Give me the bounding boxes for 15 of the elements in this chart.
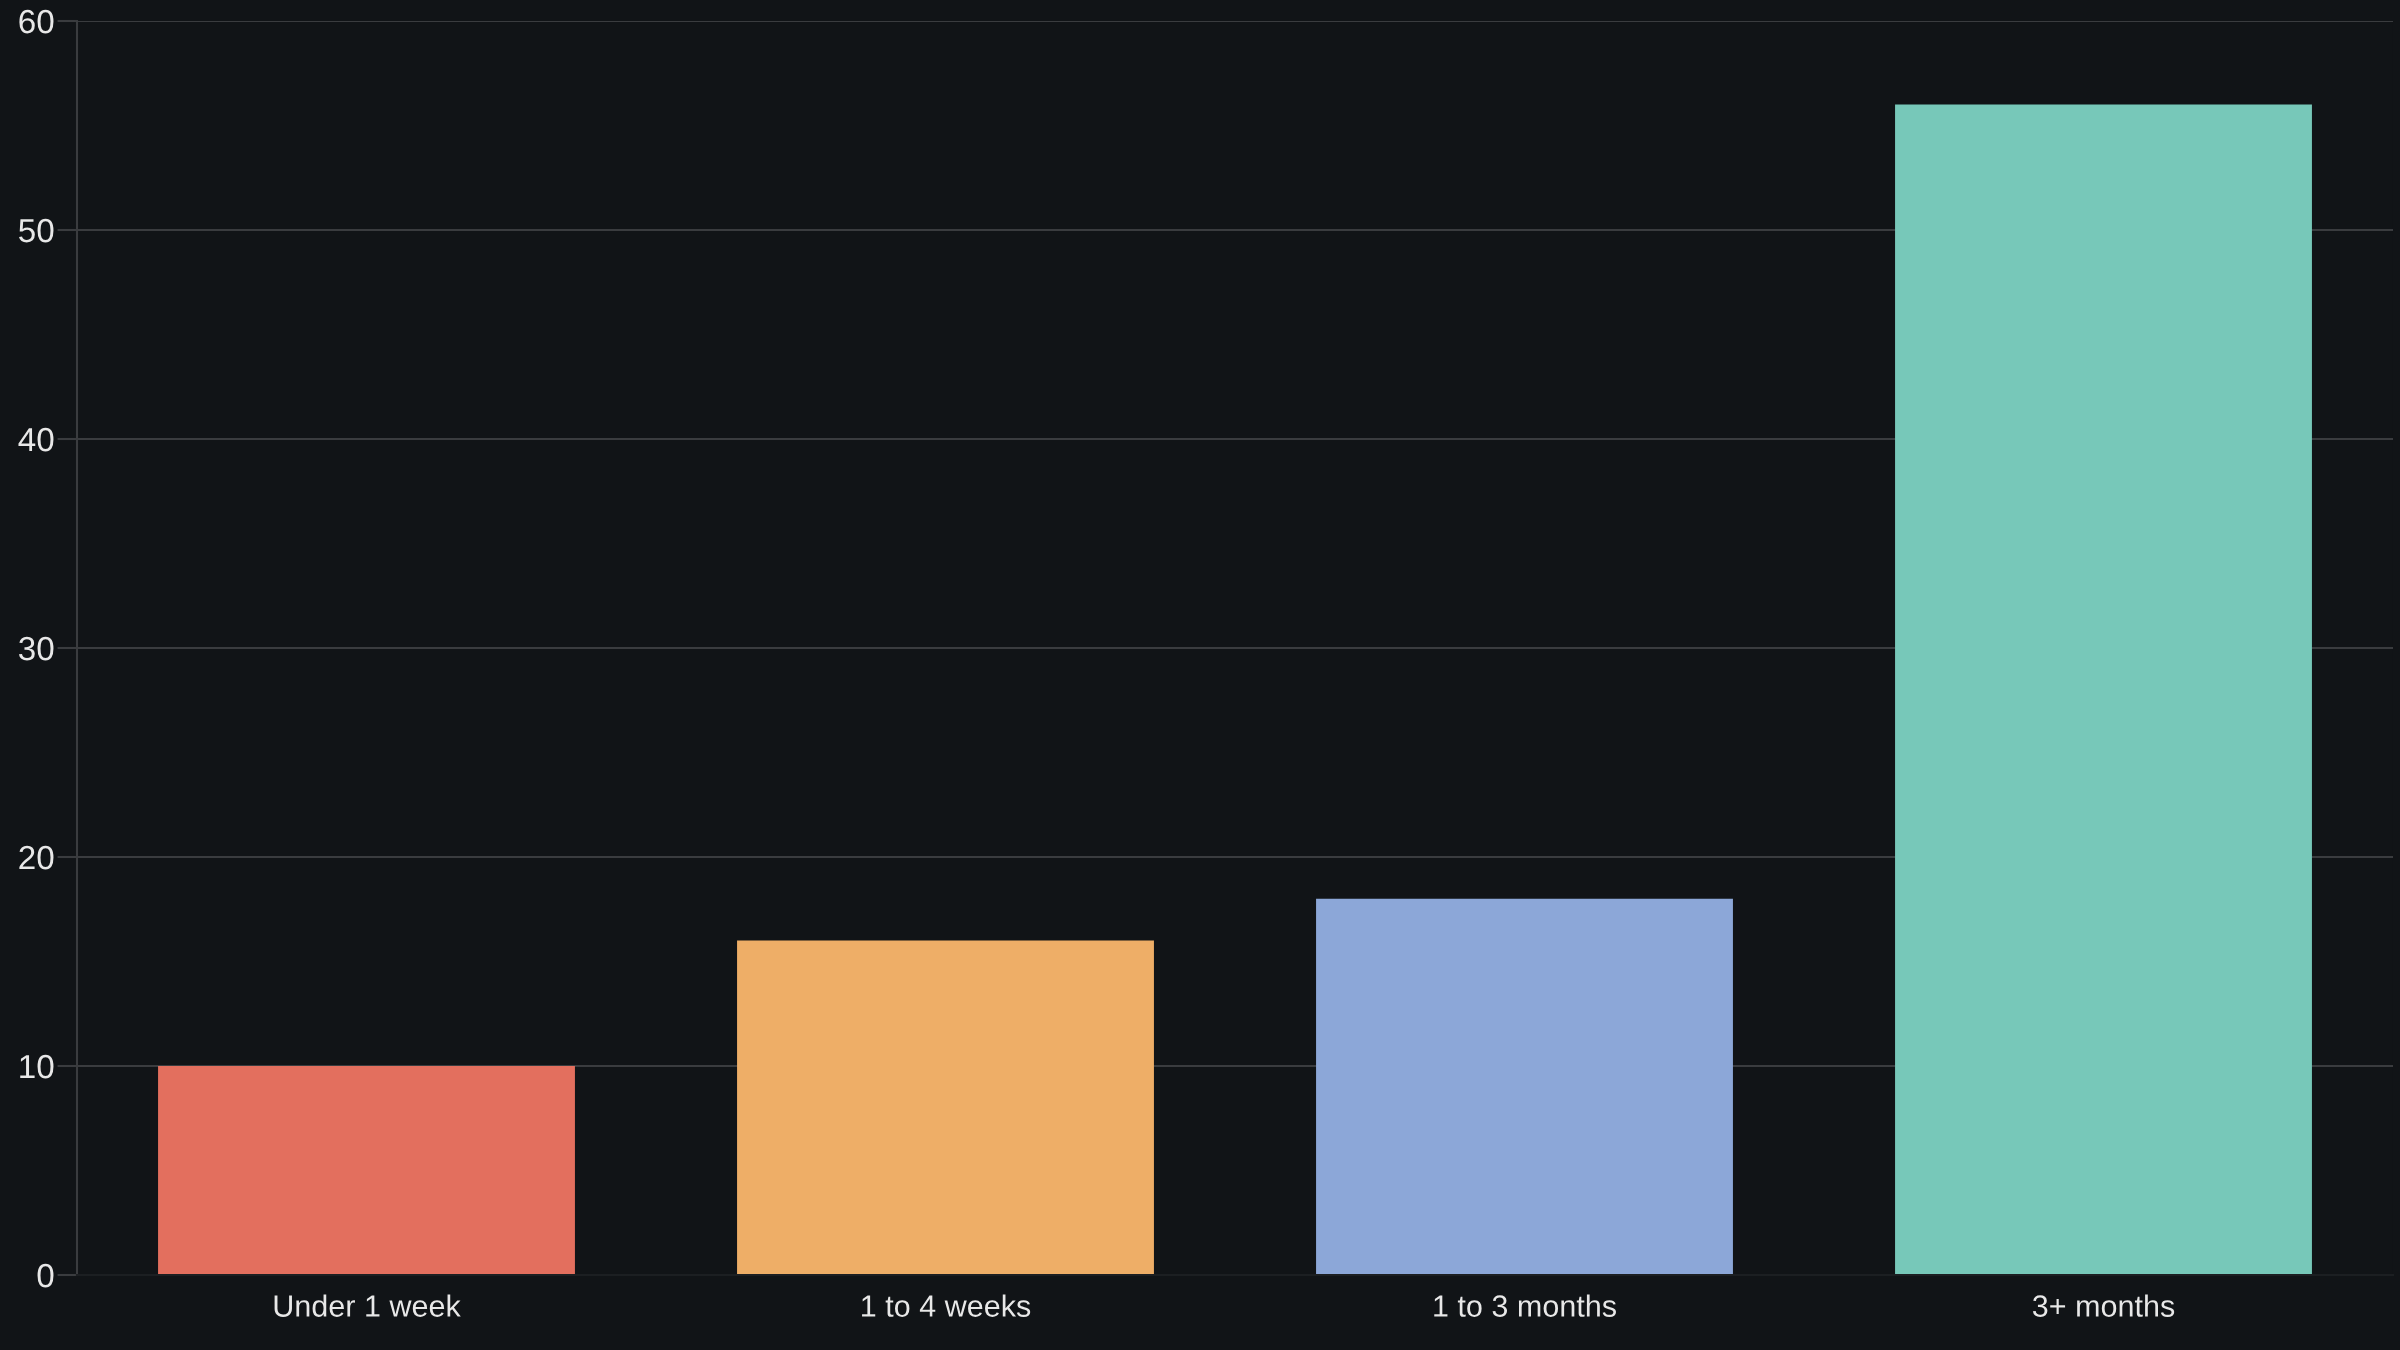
bar — [1895, 104, 2312, 1275]
x-tick-label: Under 1 week — [274, 1294, 461, 1317]
bar — [1316, 898, 1733, 1275]
x-tick-label: 1 to 3 months — [1434, 1294, 1616, 1317]
y-tick-label: 0 — [37, 1263, 54, 1288]
bar — [158, 1066, 575, 1275]
y-tick-label: 30 — [18, 636, 54, 661]
y-tick-label: 40 — [18, 427, 54, 452]
y-tick-label: 60 — [19, 9, 54, 34]
x-tick-label: 1 to 4 weeks — [862, 1294, 1031, 1317]
y-tick-label: 50 — [19, 218, 54, 243]
bar — [737, 940, 1154, 1275]
x-tick-label: 3+ months — [2032, 1294, 2175, 1317]
y-tick-label: 20 — [19, 845, 54, 870]
y-tick-label: 10 — [20, 1054, 54, 1079]
